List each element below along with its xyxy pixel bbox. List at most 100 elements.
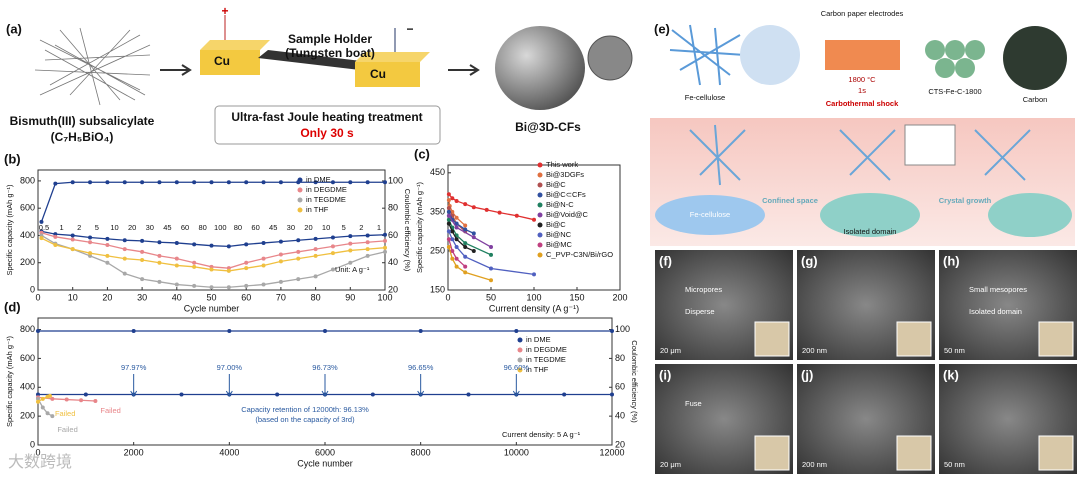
x-tick-label: 20 <box>102 292 112 302</box>
data-point <box>50 396 55 401</box>
legend-label: Bi@C <box>546 220 566 229</box>
arrow <box>321 374 329 397</box>
data-point <box>174 256 179 261</box>
carbon-beads <box>925 40 985 78</box>
legend-marker <box>537 182 543 188</box>
data-point <box>105 260 110 265</box>
x-tick-label: 200 <box>612 292 627 302</box>
precursor: Bismuth(III) subsalicylate <box>10 114 155 128</box>
data-point <box>53 234 58 239</box>
holder-sub: (Tungsten boat) <box>285 46 375 60</box>
y-tick-label: 250 <box>430 245 445 255</box>
data-point <box>226 180 231 185</box>
data-point <box>278 279 283 284</box>
data-point <box>261 256 266 261</box>
data-point <box>70 247 75 252</box>
data-point <box>209 285 214 290</box>
data-point <box>383 232 387 237</box>
unit-note: Unit: A g⁻¹ <box>335 265 370 274</box>
arrow <box>448 64 480 76</box>
chart: (b)0 10 20 30 40 50 60 70 80 90 100020040060080020… <box>4 151 412 313</box>
x-tick-label: 90 <box>345 292 355 302</box>
data-point <box>64 397 69 402</box>
data-point <box>122 271 127 276</box>
data-point <box>131 328 136 333</box>
data-point <box>454 221 459 226</box>
data-point <box>83 392 88 397</box>
x-tick-label: 8000 <box>411 447 431 457</box>
legend-marker <box>537 202 543 208</box>
legend-marker <box>517 367 523 373</box>
legend-label: This work <box>546 160 578 169</box>
data-point <box>70 237 75 242</box>
data-point <box>463 264 468 269</box>
data-point <box>330 244 335 249</box>
data-point <box>471 248 476 253</box>
panel-label: (h) <box>943 253 960 268</box>
legend-marker <box>517 357 523 363</box>
legend-label: in DEGDME <box>306 185 347 194</box>
data-point <box>463 254 468 259</box>
data-point <box>383 180 387 185</box>
y-tick-label: 400 <box>20 230 35 240</box>
data-point <box>348 180 353 185</box>
data-point <box>463 270 468 275</box>
legend-marker <box>537 252 543 258</box>
retention-note: Capacity retention of 12000th: 96.13% <box>241 405 369 414</box>
data-point <box>383 245 387 250</box>
legend-marker <box>537 172 543 178</box>
data-point <box>157 240 162 245</box>
data-point <box>88 235 93 240</box>
data-point <box>454 198 459 203</box>
data-point <box>209 243 214 248</box>
data-point <box>53 181 58 186</box>
label: Isolated domain <box>844 227 897 236</box>
micrographs: (f) 20 μm Micropores Disperse (g) 200 nm (h) 50… <box>655 250 1077 474</box>
data-point <box>446 221 451 226</box>
data-point <box>209 267 214 272</box>
data-point <box>489 252 493 257</box>
y2-axis-label: Coulombic efficiency (%) <box>630 340 639 423</box>
scale-bar: 200 nm <box>802 460 827 469</box>
data-point <box>88 240 93 245</box>
y2-tick-label: 40 <box>388 257 398 267</box>
arrow <box>130 374 138 397</box>
data-point <box>313 236 318 241</box>
annotation: Isolated domain <box>969 307 1022 316</box>
x-axis-label: Current density (A g⁻¹) <box>489 303 579 313</box>
data-point <box>454 225 459 230</box>
data-point <box>463 223 468 228</box>
data-point <box>88 180 93 185</box>
data-point <box>140 277 145 282</box>
data-point <box>610 392 614 397</box>
data-point <box>489 278 493 283</box>
charts: (b)0 10 20 30 40 50 60 70 80 90 100020040060080020… <box>4 146 639 468</box>
y2-tick-label: 40 <box>615 411 625 421</box>
panel-label: (d) <box>4 299 21 314</box>
retention-label: 96.60% <box>504 363 530 372</box>
panel-label: (g) <box>801 253 818 268</box>
data-point <box>497 210 502 215</box>
legend-label: Bi@C⊂CFs <box>546 190 586 199</box>
legend-label: Bi@C <box>546 180 566 189</box>
data-point <box>365 247 370 252</box>
data-point <box>446 245 451 250</box>
failed-label: Failed <box>100 406 120 415</box>
rate-label: 100 <box>214 223 227 232</box>
label: Carbon <box>1023 95 1048 104</box>
domain <box>820 193 920 237</box>
data-point <box>70 180 75 185</box>
y2-tick-label: 60 <box>615 382 625 392</box>
data-point <box>450 248 455 253</box>
x-tick-label: 150 <box>569 292 584 302</box>
legend-label: in DEGDME <box>526 345 567 354</box>
panel-label: (f) <box>659 253 672 268</box>
rate-label: 80 <box>234 223 242 232</box>
data-point <box>313 253 318 258</box>
data-point <box>122 180 127 185</box>
data-point <box>157 253 162 258</box>
rate-label: 2 <box>77 223 81 232</box>
cu-right: Cu <box>370 67 386 81</box>
data-point <box>79 398 84 403</box>
